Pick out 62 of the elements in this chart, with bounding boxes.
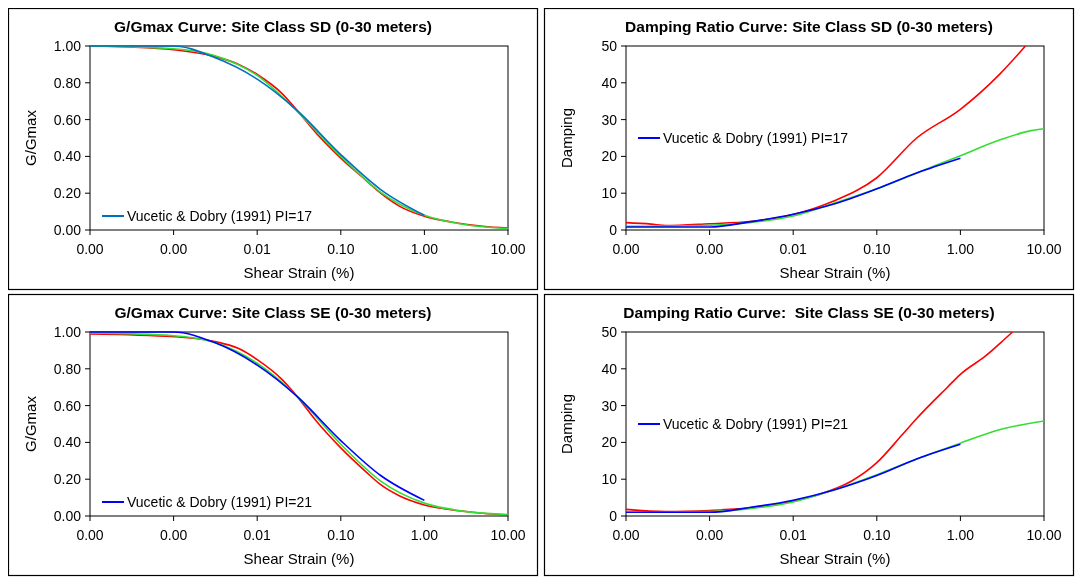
y-tick-label: 1.00 xyxy=(53,37,82,54)
y-tick-label: 0.40 xyxy=(53,148,82,165)
y-tick-label: 50 xyxy=(601,323,618,340)
x-tick-label: 0.00 xyxy=(159,527,188,543)
chart-title: Damping Ratio Curve: Site Class SE (0-30 meters) xyxy=(623,304,995,321)
y-axis-title: Damping xyxy=(558,107,575,169)
legend-label: Vucetic & Dobry (1991) PI=17 xyxy=(127,207,313,224)
y-tick-label: 10 xyxy=(601,185,618,202)
x-tick-label: 0.01 xyxy=(243,527,272,543)
x-tick-label: 1.00 xyxy=(946,527,975,543)
chart-title: Damping Ratio Curve: Site Class SD (0-30 meters) xyxy=(625,18,993,35)
chart-title: G/Gmax Curve: Site Class SE (0-30 meters) xyxy=(114,304,432,321)
y-tick-label: 20 xyxy=(601,148,618,165)
y-tick-label: 0.20 xyxy=(53,185,82,202)
y-tick-label: 30 xyxy=(601,397,618,414)
y-tick-label: 20 xyxy=(601,434,618,451)
y-axis-title: Damping xyxy=(558,393,575,455)
y-axis-title: G/Gmax xyxy=(22,395,39,452)
x-tick-label: 1.00 xyxy=(946,241,975,257)
y-tick-label: 0.80 xyxy=(53,360,82,377)
x-axis-title: Shear Strain (%) xyxy=(779,550,891,567)
y-tick-label: 40 xyxy=(601,74,618,91)
x-tick-label: 0.01 xyxy=(243,241,272,257)
y-tick-label: 1.00 xyxy=(53,323,82,340)
y-tick-label: 0.60 xyxy=(53,111,82,128)
x-tick-label: 10.00 xyxy=(490,527,526,543)
x-tick-label: 0.10 xyxy=(863,527,891,543)
x-tick-label: 0.00 xyxy=(76,527,104,543)
x-tick-label: 0.00 xyxy=(695,527,724,543)
y-tick-label: 40 xyxy=(601,360,618,377)
x-axis-title: Shear Strain (%) xyxy=(243,264,355,281)
legend-label: Vucetic & Dobry (1991) PI=17 xyxy=(663,129,849,146)
x-tick-label: 0.00 xyxy=(695,241,724,257)
x-tick-label: 10.00 xyxy=(1026,241,1062,257)
y-axis-title: G/Gmax xyxy=(22,109,39,166)
y-tick-label: 0.80 xyxy=(53,74,82,91)
x-tick-label: 1.00 xyxy=(410,527,439,543)
x-axis-title: Shear Strain (%) xyxy=(243,550,355,567)
x-tick-label: 1.00 xyxy=(410,241,439,257)
y-tick-label: 50 xyxy=(601,37,618,54)
x-tick-label: 0.10 xyxy=(327,527,355,543)
x-tick-label: 0.10 xyxy=(327,241,355,257)
y-tick-label: 0.20 xyxy=(53,471,82,488)
legend-label: Vucetic & Dobry (1991) PI=21 xyxy=(127,493,313,510)
x-tick-label: 0.01 xyxy=(779,527,808,543)
x-tick-label: 0.00 xyxy=(76,241,104,257)
chart-title: G/Gmax Curve: Site Class SD (0-30 meters) xyxy=(114,18,432,35)
y-tick-label: 30 xyxy=(601,111,618,128)
x-tick-label: 10.00 xyxy=(1026,527,1062,543)
y-tick-label: 0.00 xyxy=(53,507,82,524)
x-tick-label: 0.10 xyxy=(863,241,891,257)
legend-label: Vucetic & Dobry (1991) PI=21 xyxy=(663,415,849,432)
x-tick-label: 0.01 xyxy=(779,241,808,257)
y-tick-label: 0.60 xyxy=(53,397,82,414)
x-tick-label: 0.00 xyxy=(159,241,188,257)
y-tick-label: 10 xyxy=(601,471,618,488)
x-tick-label: 10.00 xyxy=(490,241,526,257)
y-tick-label: 0.00 xyxy=(53,221,82,238)
y-tick-label: 0 xyxy=(609,221,618,238)
x-axis-title: Shear Strain (%) xyxy=(779,264,891,281)
y-tick-label: 0.40 xyxy=(53,434,82,451)
y-tick-label: 0 xyxy=(609,507,618,524)
